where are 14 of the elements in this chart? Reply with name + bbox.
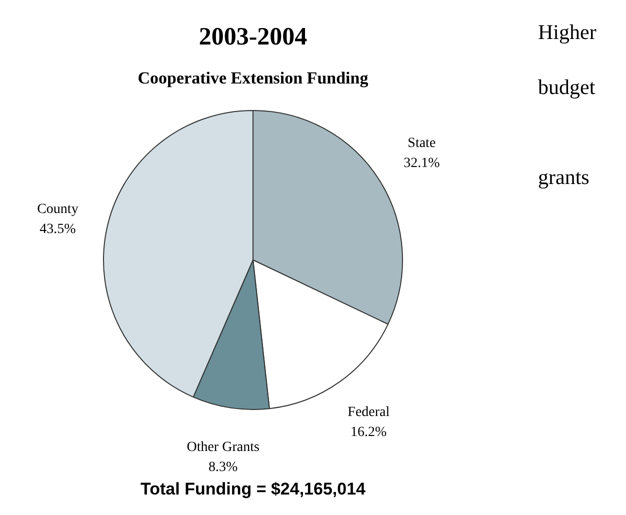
slice-label: Other Grants [186, 440, 260, 455]
text: Total Funding = $24,165,014 [140, 480, 366, 499]
slice-label: Federal [348, 405, 390, 420]
text: grants [538, 165, 590, 190]
slice-label: County [37, 202, 78, 217]
data-label: 32.1% [404, 156, 440, 172]
chart-title: 2003-2004 [198, 23, 308, 50]
data-label: 43.5% [40, 222, 76, 237]
text: budget [538, 75, 596, 100]
text: Higher [538, 20, 596, 45]
data-label: 16.2% [350, 425, 388, 440]
slice-label: State [408, 136, 436, 152]
data-label: 8.3% [208, 460, 238, 475]
chart-subtitle: Cooperative Extension Funding [138, 68, 369, 88]
